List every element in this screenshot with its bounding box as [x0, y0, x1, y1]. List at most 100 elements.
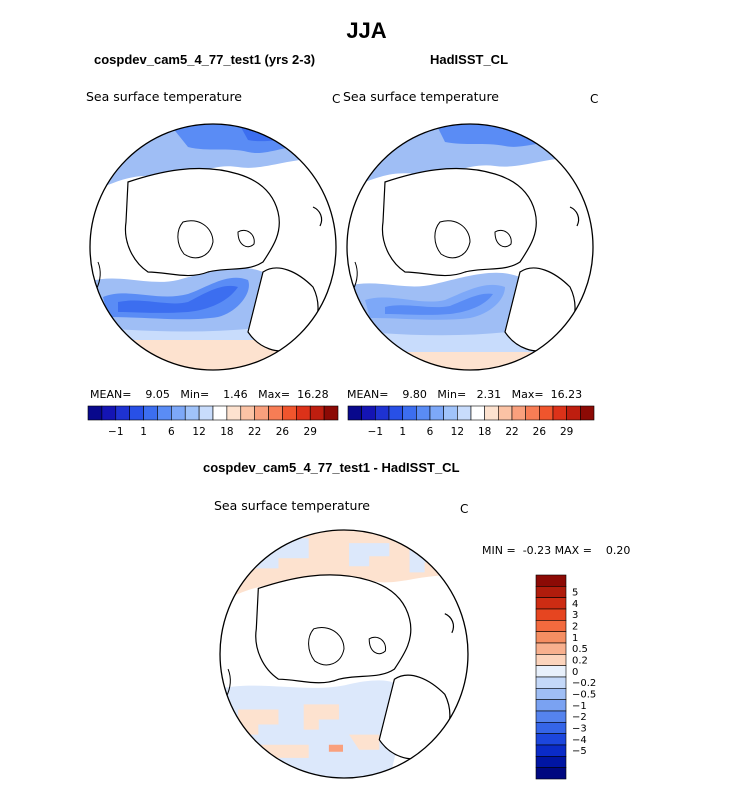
colorbar-swatch	[268, 405, 283, 421]
colorbar-swatch	[416, 405, 431, 421]
colorbar-tick-label: 18	[220, 426, 233, 438]
colorbar-tick-label: 1	[399, 426, 406, 438]
colorbar-swatch	[535, 620, 567, 632]
colorbar-tick-label: 0.5	[572, 644, 588, 655]
colorbar-swatch	[375, 405, 390, 421]
colorbar-tick-label: 5	[572, 588, 578, 599]
colorbar-tick-label: 22	[505, 426, 518, 438]
colorbar-swatch	[198, 405, 214, 421]
colorbar-swatch	[309, 405, 325, 421]
diff-stats: MIN = -0.23 MAX = 0.20	[482, 544, 631, 557]
colorbar-swatch	[535, 767, 567, 780]
colorbar-swatch	[484, 405, 499, 421]
colorbar-swatch	[535, 688, 567, 700]
colorbar-swatch	[143, 405, 158, 421]
colorbar-swatch	[457, 405, 472, 421]
colorbar-swatch	[347, 405, 362, 421]
colorbar-swatch	[525, 405, 540, 421]
colorbar-swatch	[129, 405, 144, 421]
colorbar-tick-label: 18	[478, 426, 491, 438]
colorbar-swatch	[323, 405, 339, 421]
colorbar-swatch	[535, 722, 567, 734]
colorbar-tick-label: −1	[368, 426, 383, 438]
diff-field-title: Sea surface temperature	[214, 498, 370, 513]
colorbar-swatch	[535, 654, 567, 666]
colorbar-swatch	[443, 405, 458, 421]
colorbar-tick-label: 3	[572, 610, 578, 621]
colorbar-tick-label: 6	[168, 426, 175, 438]
colorbar-swatch	[240, 405, 255, 421]
colorbar-swatch	[535, 744, 567, 757]
colorbar-tick-label: 1	[140, 426, 147, 438]
diff-unit: C	[460, 502, 469, 516]
panel1-title: cospdev_cam5_4_77_test1 (yrs 2-3)	[94, 52, 316, 67]
panel2-unit: C	[590, 92, 599, 106]
colorbar-swatch	[535, 710, 567, 723]
colorbar-tick-label: 12	[192, 426, 205, 438]
panel2-stats: MEAN= 9.80 Min= 2.31 Max= 16.23	[347, 388, 583, 401]
colorbar-swatch	[539, 405, 554, 421]
colorbar-swatch	[535, 676, 567, 689]
colorbar-tick-label: 26	[533, 426, 547, 438]
colorbar-model: −1 1 6 12 18 22 26 29	[87, 405, 339, 438]
colorbar-swatch	[535, 665, 567, 678]
colorbar-tick-label: −1	[572, 701, 587, 712]
colorbar-swatch	[535, 597, 567, 610]
colorbar-swatch	[535, 608, 567, 621]
colorbar-swatch	[535, 733, 567, 746]
colorbar-swatch	[535, 699, 567, 712]
colorbar-tick-label: 12	[451, 426, 464, 438]
colorbar-swatch	[535, 574, 567, 587]
colorbar-swatch	[212, 405, 228, 421]
colorbar-swatch	[566, 405, 581, 421]
colorbar-swatch	[184, 405, 200, 421]
colorbar-tick-label: 0.2	[572, 656, 588, 667]
colorbar-swatch	[115, 405, 130, 421]
colorbar-swatch	[226, 405, 242, 421]
colorbar-swatch	[580, 405, 595, 421]
colorbar-tick-label: 29	[560, 426, 573, 438]
colorbar-swatch	[535, 642, 567, 655]
polar-map-observed	[346, 123, 594, 371]
panel1-unit: C	[332, 92, 341, 106]
panel1-stats: MEAN= 9.05 Min= 1.46 Max= 16.28	[90, 388, 329, 401]
colorbar-tick-label: 0	[572, 667, 578, 678]
colorbar-swatch	[87, 405, 103, 421]
colorbar-swatch	[552, 405, 567, 421]
colorbar-tick-label: 26	[276, 426, 290, 438]
polar-map-difference	[219, 529, 469, 779]
colorbar-tick-label: 4	[572, 599, 578, 610]
colorbar-tick-label: −2	[572, 712, 587, 723]
colorbar-tick-label: −1	[108, 426, 123, 438]
colorbar-tick-label: −0.5	[572, 690, 596, 701]
colorbar-swatch	[402, 405, 417, 421]
colorbar-swatch	[157, 405, 172, 421]
colorbar-tick-label: −4	[572, 735, 587, 746]
panel1-field-title: Sea surface temperature	[86, 89, 242, 104]
colorbar-swatch	[535, 756, 567, 768]
polar-map-model	[89, 123, 337, 371]
colorbar-tick-label: 1	[572, 633, 578, 644]
colorbar-swatch	[388, 405, 403, 421]
panel2-title: HadISST_CL	[430, 52, 509, 67]
colorbar-observed: −1 1 6 12 18 22 26 29	[347, 405, 595, 438]
diff-panel-title: cospdev_cam5_4_77_test1 - HadISST_CL	[203, 460, 460, 475]
colorbar-swatch	[171, 405, 186, 421]
colorbar-swatch	[535, 631, 567, 644]
colorbar-swatch	[282, 405, 297, 421]
figure-title: JJA	[346, 18, 387, 43]
colorbar-tick-label: 22	[248, 426, 261, 438]
colorbar-tick-label: −3	[572, 724, 587, 735]
colorbar-tick-label: 29	[304, 426, 317, 438]
colorbar-swatch	[254, 405, 269, 421]
colorbar-swatch	[498, 405, 513, 421]
colorbar-swatch	[470, 405, 485, 421]
colorbar-tick-label: −0.2	[572, 678, 596, 689]
colorbar-tick-label: 6	[427, 426, 434, 438]
colorbar-swatch	[511, 405, 526, 421]
colorbar-swatch	[535, 586, 567, 598]
colorbar-swatch	[101, 405, 117, 421]
colorbar-tick-label: 2	[572, 622, 578, 633]
colorbar-tick-label: −5	[572, 746, 587, 757]
